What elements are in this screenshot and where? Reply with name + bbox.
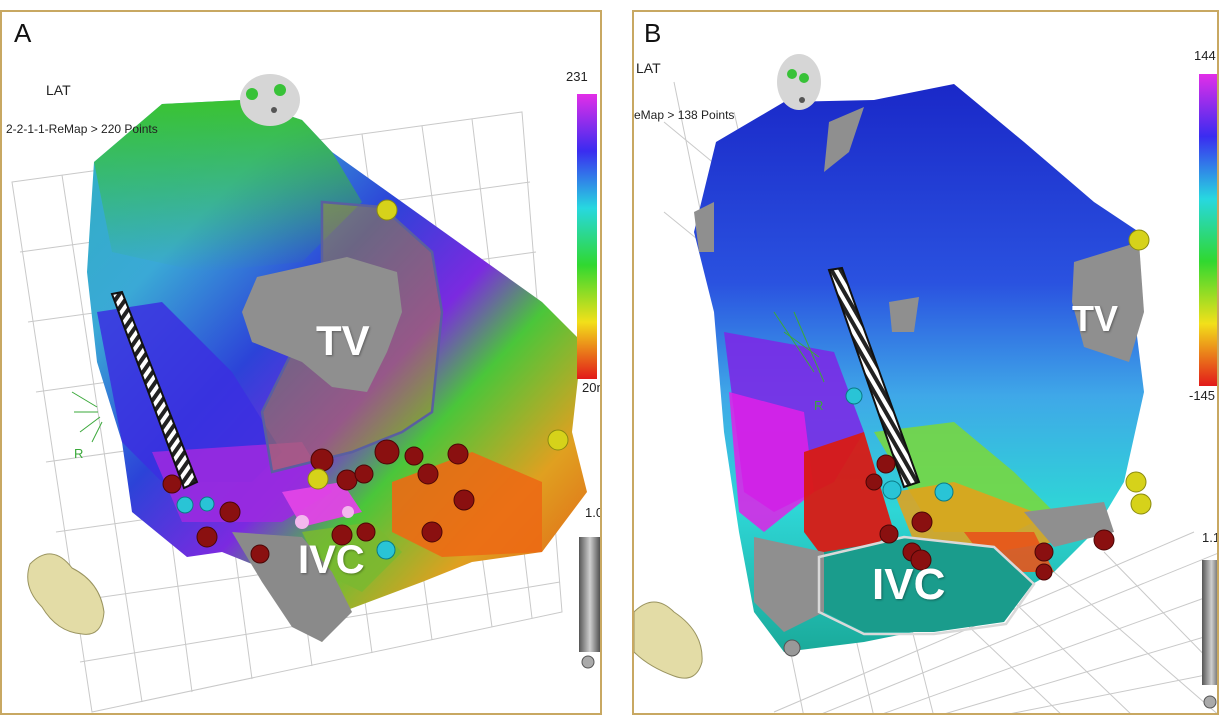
marker [376,540,396,560]
ivc-label: IVC [872,560,946,609]
side-slider-bar[interactable] [579,537,601,652]
anatomic-map-a [11,74,601,713]
markers-yellow [1125,229,1152,515]
scale-side-value: 1.0 [585,505,602,520]
axis-r-label: R [814,398,824,413]
lesion [196,526,218,548]
markers-pink [295,506,354,529]
marker [1128,229,1150,251]
map-name: eMap > 138 Points [634,108,735,122]
marker [376,199,398,221]
lesion [354,464,374,484]
lesion [336,469,358,491]
lesion [910,549,932,571]
ivc-label: IVC [298,538,365,582]
ablation-lesions [162,439,475,564]
axis-r-label: R [74,446,84,461]
ablation-lesions [865,454,1115,581]
lesion [310,448,334,472]
lesion [879,524,899,544]
lesion [374,439,400,465]
lesion [356,522,376,542]
lesion [404,446,424,466]
panel-letter: A [14,18,32,48]
lat-label: LAT [636,60,661,76]
ablation-line-hatched [110,290,199,490]
scale-max: 231 [566,69,588,84]
lesion [421,521,443,543]
ivc-outline [817,535,1036,636]
lesion [447,443,469,465]
marker [1125,471,1147,493]
tv-ring [242,257,402,392]
scale-max: 144 [1194,48,1216,63]
lesion [1034,542,1054,562]
panel-letter: B [644,18,662,48]
lesion [911,511,933,533]
marker [845,387,863,405]
lat-label: LAT [46,82,71,98]
tv-label: TV [316,317,370,364]
marker [934,482,954,502]
side-slider-bar[interactable] [1202,560,1219,685]
heart-orientation-icon [27,553,105,635]
lesion [876,454,896,474]
activation-map-surface [694,84,1144,652]
lesion [1093,529,1115,551]
map-name: 2-2-1-1-ReMap > 220 Points [6,122,158,136]
scale-side-value: 1.1 [1202,530,1219,545]
marker [199,496,215,512]
marker [547,429,569,451]
axis-ticks [773,311,825,383]
markers-yellow [307,199,569,490]
panel-b: B LAT eMap > 138 Points 144 -145 1.1 TV … [632,10,1219,715]
axis-ticks [71,391,103,443]
color-scale-bar [577,94,597,379]
markers-cyan [845,387,954,502]
lesion [331,524,353,546]
marker [1130,493,1152,515]
orientation-head-icon [777,54,821,110]
heart-orientation-icon [634,601,703,679]
panel-a: A LAT 2-2-1-1-ReMap > 220 Points 231 20m… [0,10,602,715]
markers-cyan [176,496,396,560]
scar-patches [694,107,1144,632]
color-scale-bar [1199,74,1217,386]
marker [307,468,329,490]
orientation-head-icon [240,74,300,126]
tv-label: TV [1072,298,1119,339]
ablation-line-hatched [827,266,921,489]
marker [882,480,902,500]
lesion [219,501,241,523]
lesion [417,463,439,485]
lesion [1035,563,1053,581]
anatomic-map-b [634,54,1219,713]
lesion [865,473,883,491]
marker [176,496,194,514]
lesion [250,544,270,564]
lesion [162,474,182,494]
scale-min: -145 [1189,388,1216,403]
scale-min: 20m [582,380,600,395]
lesion [453,489,475,511]
